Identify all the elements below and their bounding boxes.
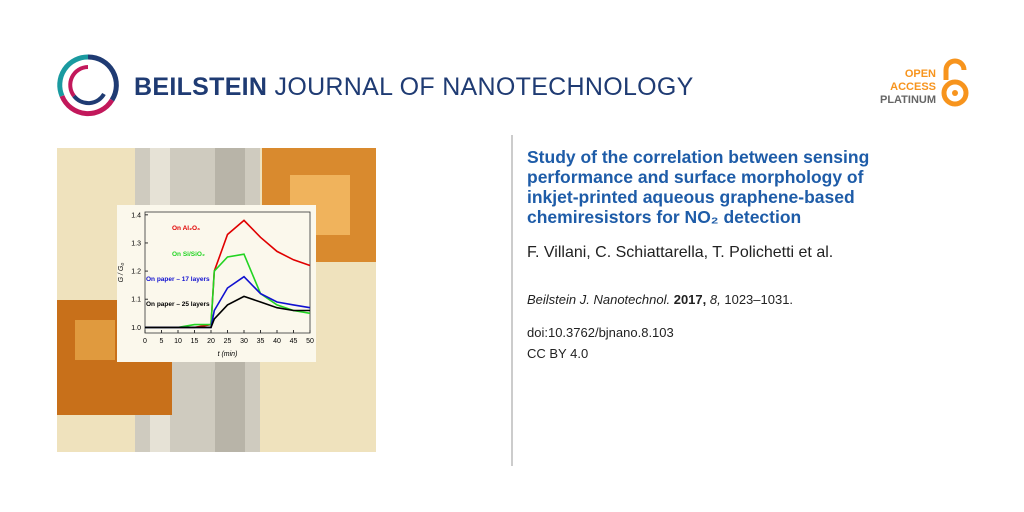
- article-title: Study of the correlation between sensing…: [527, 147, 869, 227]
- series-label: On Si/SiO₂: [172, 251, 205, 258]
- doi: doi:10.3762/bjnano.8.103: [527, 325, 674, 340]
- title-line: Study of the correlation between sensing: [527, 147, 870, 167]
- y-tick-label: 1.4: [131, 212, 141, 219]
- journal-abbrev: Beilstein J. Nanotechnol.: [527, 292, 671, 307]
- year: 2017,: [673, 292, 707, 307]
- x-axis-label: t (min): [218, 351, 238, 358]
- x-tick-label: 10: [174, 338, 182, 345]
- x-tick-label: 25: [224, 338, 232, 345]
- license: CC BY 4.0: [527, 346, 589, 361]
- authors: F. Villani, C. Schiattarella, T. Poliche…: [527, 244, 834, 261]
- x-tick-label: 40: [273, 338, 281, 345]
- chart: 1.0 1.1 1.2 1.3 1.4 0 5 10 15 20 25 30 35 40 45 50 t (mi…: [118, 211, 314, 358]
- citation: Beilstein J. Nanotechnol. 2017, 8, 1023–…: [527, 292, 793, 307]
- x-tick-label: 45: [290, 338, 298, 345]
- series-label: On paper – 25 layers: [146, 301, 210, 308]
- series-label: On Al₂O₃: [172, 225, 200, 232]
- y-tick-label: 1.2: [131, 269, 141, 276]
- title-line: chemiresistors for NO₂ detection: [527, 207, 802, 227]
- x-tick-label: 30: [240, 338, 248, 345]
- series-line: [145, 295, 310, 329]
- x-tick-label: 0: [143, 338, 147, 345]
- y-tick-label: 1.1: [131, 297, 141, 304]
- x-tick-label: 20: [207, 338, 215, 345]
- y-tick-label: 1.3: [131, 240, 141, 247]
- x-tick-label: 35: [257, 338, 265, 345]
- journal: JOURNAL OF NANOTECHNOLOGY: [274, 73, 694, 101]
- x-tick-label: 15: [191, 338, 199, 345]
- y-tick-label: 1.0: [131, 325, 141, 332]
- title-line: inkjet-printed aqueous graphene-based: [527, 187, 855, 207]
- badge-open: OPEN: [904, 68, 936, 80]
- journal-name: BEILSTEIN JOURNAL OF NANOTECHNOLOGY: [134, 73, 694, 102]
- series-label: On paper – 17 layers: [146, 276, 210, 283]
- brand: BEILSTEIN: [134, 73, 268, 101]
- logo: [57, 54, 119, 117]
- x-tick-label: 5: [160, 338, 164, 345]
- badge-access: ACCESS: [890, 81, 936, 93]
- x-tick-label: 50: [306, 338, 314, 345]
- open-access-lock: [941, 58, 969, 107]
- title-line: performance and surface morphology of: [527, 167, 864, 187]
- y-axis-label: G / G₀: [118, 263, 125, 283]
- graphical-abstract-collage: [57, 148, 376, 452]
- volume: 8,: [709, 292, 721, 307]
- badge-platinum: PLATINUM: [879, 94, 936, 106]
- pages: 1023–1031.: [724, 292, 794, 307]
